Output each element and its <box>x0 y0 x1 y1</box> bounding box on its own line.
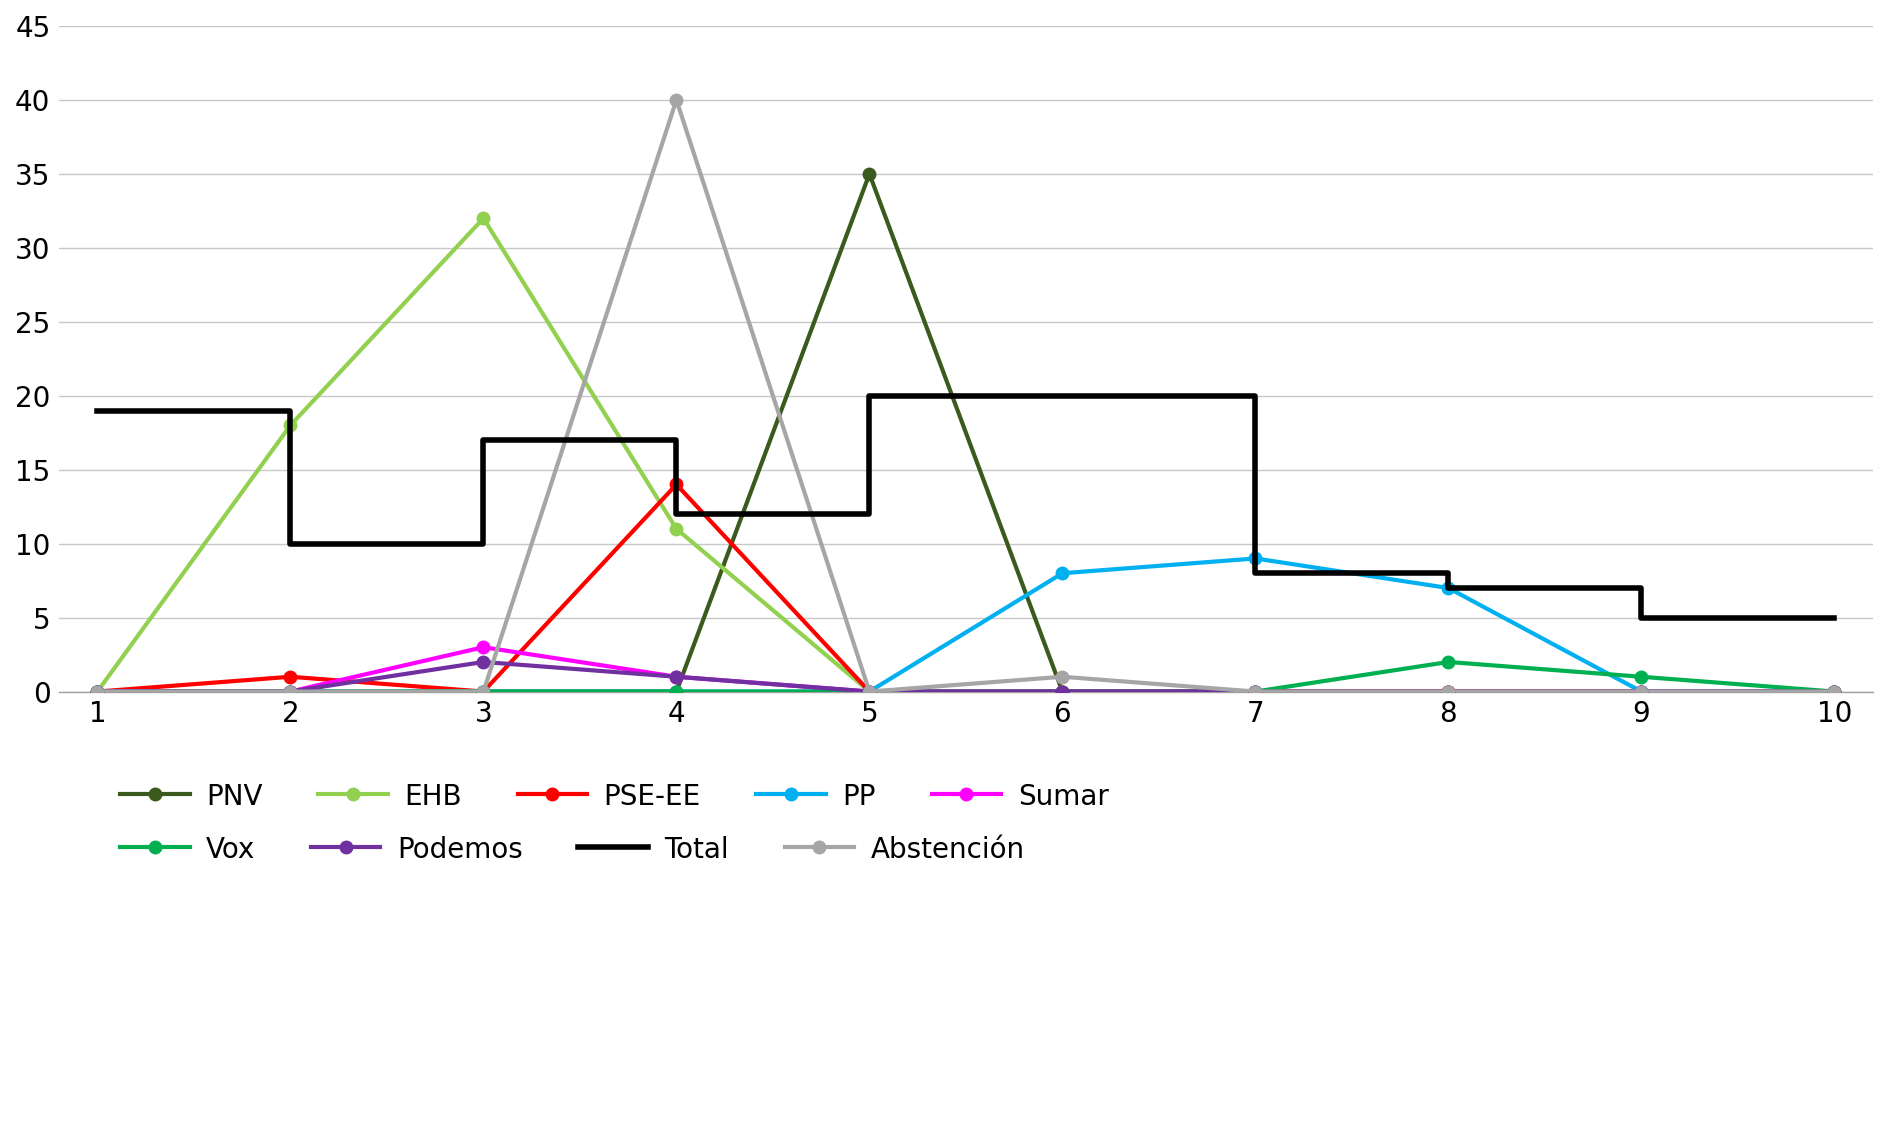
Legend: Vox, Podemos, Total, Abstención: Vox, Podemos, Total, Abstención <box>110 826 1037 875</box>
